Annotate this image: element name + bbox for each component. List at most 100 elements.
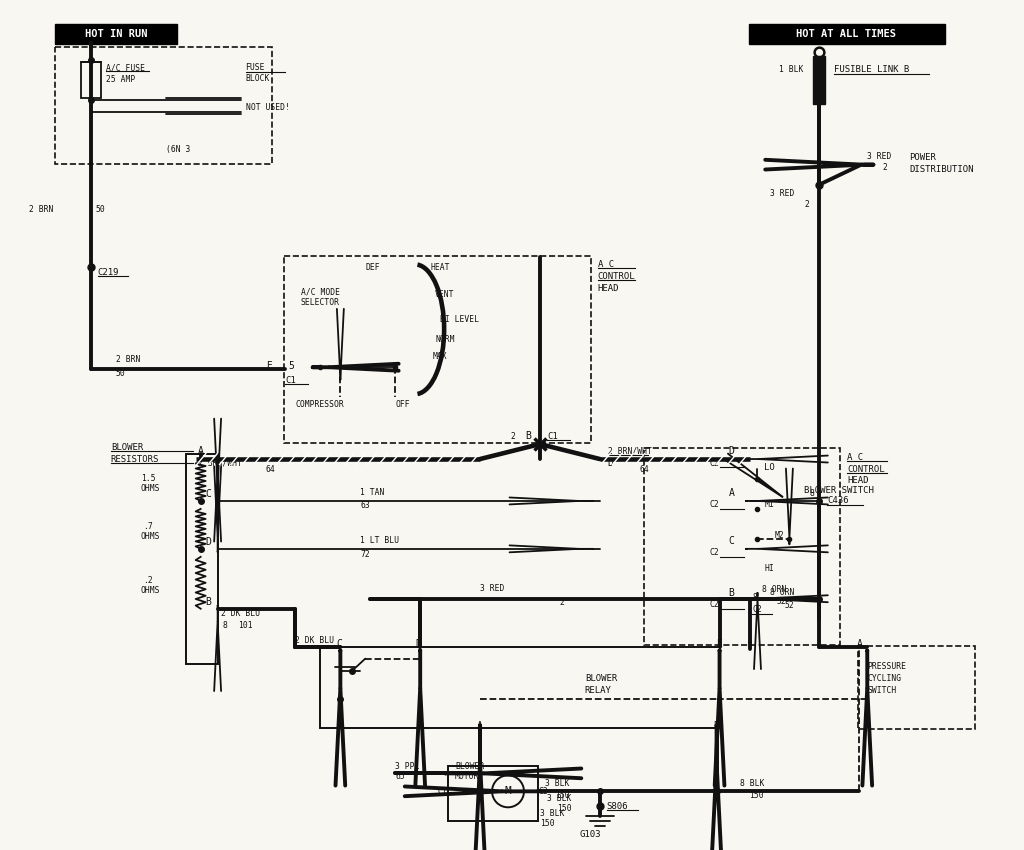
Text: 1 LT BLU: 1 LT BLU <box>360 536 399 546</box>
Text: BLOWER: BLOWER <box>111 443 143 451</box>
Text: 8: 8 <box>810 490 814 498</box>
Text: C: C <box>206 489 212 499</box>
Bar <box>449 767 538 821</box>
Text: DISTRIBUTION: DISTRIBUTION <box>909 165 974 174</box>
Text: C2: C2 <box>753 605 762 615</box>
Text: HOT IN RUN: HOT IN RUN <box>85 29 147 39</box>
Bar <box>813 56 825 104</box>
Text: 25 AMP: 25 AMP <box>105 76 135 84</box>
Text: HEAT: HEAT <box>430 263 450 272</box>
Bar <box>185 454 218 664</box>
Text: VENT: VENT <box>435 290 455 299</box>
Text: B: B <box>714 722 720 732</box>
Text: OHMS: OHMS <box>140 484 161 494</box>
Text: 150: 150 <box>750 790 764 800</box>
Text: MOTOR: MOTOR <box>455 772 479 781</box>
Text: NOT USED!: NOT USED! <box>246 103 290 112</box>
Text: 1.5: 1.5 <box>140 474 156 484</box>
Text: HI: HI <box>765 564 774 573</box>
Text: 8: 8 <box>753 593 758 603</box>
Text: C: C <box>729 536 734 546</box>
Text: C2: C2 <box>710 458 720 468</box>
Text: BLOWER: BLOWER <box>585 674 617 683</box>
Text: D: D <box>416 638 421 649</box>
Text: 1 BLK: 1 BLK <box>779 65 804 74</box>
Text: BLOCK: BLOCK <box>246 74 270 83</box>
Text: OHMS: OHMS <box>140 586 161 595</box>
Text: C2: C2 <box>539 787 549 796</box>
Text: SWITCH: SWITCH <box>867 686 896 695</box>
Text: (6N 3: (6N 3 <box>166 145 190 154</box>
Text: 2: 2 <box>560 598 565 607</box>
Text: RELAY: RELAY <box>585 686 611 695</box>
Text: BI LEVEL: BI LEVEL <box>440 314 479 324</box>
Text: 3 BLK: 3 BLK <box>548 794 571 802</box>
Text: S806: S806 <box>607 802 629 811</box>
Bar <box>81 62 101 98</box>
Text: A C: A C <box>598 260 614 269</box>
Text: COMPRESSOR: COMPRESSOR <box>296 400 344 409</box>
Text: LO: LO <box>765 462 775 472</box>
Text: 50: 50 <box>116 369 126 377</box>
Text: C1: C1 <box>547 432 558 440</box>
Text: 2: 2 <box>511 432 515 440</box>
Text: 3 PPL: 3 PPL <box>395 762 420 771</box>
Text: B: B <box>729 587 734 598</box>
Text: 2 BRN: 2 BRN <box>116 354 140 364</box>
Text: 2: 2 <box>883 163 887 173</box>
Text: D: D <box>206 537 212 547</box>
Text: 52: 52 <box>784 601 795 610</box>
Text: 150: 150 <box>540 819 555 828</box>
Text: A: A <box>198 446 204 456</box>
Text: 3 BLK: 3 BLK <box>545 779 569 788</box>
Text: D: D <box>729 446 734 456</box>
Text: C1: C1 <box>437 787 447 796</box>
Text: OFF: OFF <box>395 400 410 409</box>
Text: E: E <box>717 638 723 649</box>
Text: FUSIBLE LINK B: FUSIBLE LINK B <box>835 65 909 74</box>
Text: 2 DK BLU: 2 DK BLU <box>220 609 260 618</box>
Text: .2: .2 <box>142 576 153 586</box>
Text: BLOWER SWITCH: BLOWER SWITCH <box>805 486 874 496</box>
Text: 64: 64 <box>640 464 649 473</box>
Text: 2 BRN/WHT: 2 BRN/WHT <box>608 446 651 456</box>
Text: .7: .7 <box>142 523 153 531</box>
Text: 72: 72 <box>360 550 370 559</box>
Text: B: B <box>525 431 530 441</box>
Text: 150: 150 <box>555 790 569 800</box>
Text: BLOWER: BLOWER <box>455 762 484 771</box>
Text: A: A <box>729 488 734 498</box>
Text: CONTROL: CONTROL <box>847 464 885 473</box>
Text: C2: C2 <box>710 501 720 509</box>
Text: M1: M1 <box>765 501 774 509</box>
Text: 2 BRN/WHT: 2 BRN/WHT <box>198 458 242 468</box>
Text: 8 BLK: 8 BLK <box>739 779 764 788</box>
Text: 52: 52 <box>776 598 786 606</box>
Bar <box>321 647 720 728</box>
Text: POWER: POWER <box>909 153 936 162</box>
Text: 8: 8 <box>222 621 227 630</box>
Text: 3 RED: 3 RED <box>867 152 892 162</box>
Text: CONTROL: CONTROL <box>598 272 636 280</box>
Text: D: D <box>608 458 613 468</box>
Text: CYCLING: CYCLING <box>867 674 901 683</box>
Text: G103: G103 <box>580 830 601 839</box>
Text: A: A <box>857 638 863 649</box>
Text: B: B <box>206 597 212 607</box>
Text: PRESSURE: PRESSURE <box>867 662 906 672</box>
Text: A/C MODE: A/C MODE <box>301 288 340 297</box>
Text: HEAD: HEAD <box>598 284 620 293</box>
Text: SELECTOR: SELECTOR <box>301 298 340 307</box>
Text: 50: 50 <box>96 205 105 214</box>
Text: 2: 2 <box>805 200 809 209</box>
Text: MAX: MAX <box>432 352 446 360</box>
Text: 8 ORN: 8 ORN <box>770 588 795 598</box>
Text: RESISTORS: RESISTORS <box>111 455 159 463</box>
Text: 8 ORN: 8 ORN <box>763 586 786 594</box>
Text: M: M <box>505 786 511 796</box>
Text: 63: 63 <box>360 502 370 511</box>
Text: 65: 65 <box>395 772 406 781</box>
Text: E: E <box>265 361 271 371</box>
Text: FUSE: FUSE <box>246 64 265 72</box>
Text: A: A <box>477 722 483 732</box>
